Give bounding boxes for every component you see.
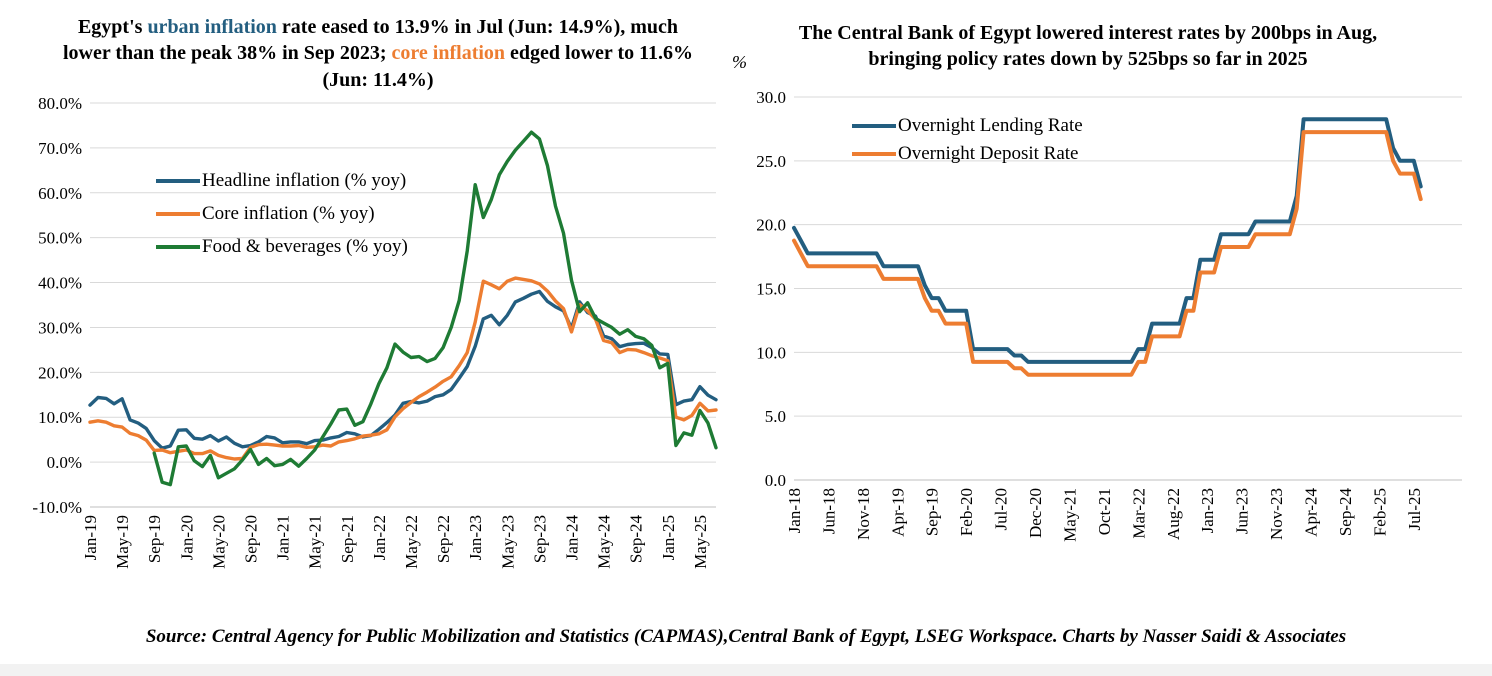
bottom-strip (0, 664, 1492, 676)
legend-label: Headline inflation (% yoy) (202, 169, 407, 191)
x-tick-label: May-24 (595, 515, 614, 569)
x-tick-label: Jan-23 (1198, 488, 1217, 533)
policy-rates-legend: Overnight Lending Rate Overnight Deposit… (852, 112, 1083, 168)
title-segment: rate eased to 13.9% in Jul (Jun: 14.9%),… (62, 16, 679, 65)
x-tick-label: Jul-25 (1405, 488, 1424, 531)
x-tick-label: Sep-19 (923, 488, 942, 536)
title-segment: The Central Bank of Egypt lowered intere… (798, 22, 1378, 71)
y-tick-label: 20.0 (756, 216, 786, 235)
series-line-overnight-lending-rate (792, 117, 1423, 364)
food-line-swatch (156, 244, 200, 249)
x-tick-label: Jan-18 (785, 488, 804, 533)
x-tick-label: Jan-23 (466, 515, 485, 560)
x-tick-label: May-21 (1060, 488, 1079, 542)
x-tick-label: May-23 (498, 515, 517, 569)
x-tick-label: Jan-25 (659, 515, 678, 560)
x-tick-label: Sep-21 (338, 515, 357, 563)
x-tick-label: Feb-25 (1370, 488, 1389, 536)
y-tick-label: 80.0% (38, 94, 82, 113)
y-tick-label: 60.0% (38, 184, 82, 203)
y-tick-label: 0.0% (47, 453, 82, 472)
x-tick-label: Sep-24 (1336, 488, 1355, 537)
x-tick-label: Apr-19 (888, 488, 907, 537)
x-tick-label: Nov-18 (854, 488, 873, 540)
legend-item-headline: Headline inflation (% yoy) (156, 164, 408, 197)
title-segment: core inflation (391, 42, 506, 65)
y-tick-label: 70.0% (38, 139, 82, 158)
x-tick-label: May-21 (306, 515, 325, 569)
y-tick-label: 0.0 (765, 471, 786, 490)
x-tick-label: Nov-23 (1267, 488, 1286, 540)
series-line-core-inflation-yoy (88, 276, 718, 461)
legend-label: Food & beverages (% yoy) (202, 235, 408, 257)
y-tick-label: -10.0% (32, 498, 82, 517)
y-tick-label: 50.0% (38, 229, 82, 248)
x-tick-label: Jun-23 (1233, 488, 1252, 534)
urban-inflation-legend: Headline inflation (% yoy) Core inflatio… (156, 164, 408, 263)
x-tick-label: Jan-20 (177, 515, 196, 560)
legend-item-food: Food & beverages (% yoy) (156, 230, 408, 263)
y-tick-label: 40.0% (38, 274, 82, 293)
x-tick-label: Sep-19 (145, 515, 164, 563)
x-tick-label: Feb-20 (957, 488, 976, 536)
x-tick-label: Mar-22 (1129, 488, 1148, 539)
legend-item-deposit: Overnight Deposit Rate (852, 140, 1083, 168)
legend-item-core: Core inflation (% yoy) (156, 197, 408, 230)
urban-inflation-chart: Egypt's urban inflation rate eased to 13… (28, 6, 720, 620)
y-tick-label: 25.0 (756, 152, 786, 171)
policy-rates-chart-title: The Central Bank of Egypt lowered intere… (778, 20, 1398, 73)
y-tick-label: 30.0 (756, 88, 786, 107)
deposit-line-swatch (852, 152, 896, 156)
x-tick-label: May-19 (113, 515, 132, 569)
x-tick-label: Dec-20 (1026, 488, 1045, 538)
x-tick-label: Apr-24 (1301, 488, 1320, 537)
x-tick-label: May-25 (691, 515, 710, 569)
x-tick-label: Sep-24 (627, 515, 646, 564)
y-axis-unit-label: % (732, 52, 747, 72)
x-tick-label: Jan-22 (370, 515, 389, 560)
y-tick-label: 10.0 (756, 343, 786, 362)
policy-rates-chart: The Central Bank of Egypt lowered intere… (722, 6, 1492, 620)
x-tick-label: Jan-21 (274, 515, 293, 560)
x-tick-label: Sep-23 (530, 515, 549, 563)
source-note: Source: Central Agency for Public Mobili… (145, 626, 1347, 647)
x-tick-label: May-20 (209, 515, 228, 569)
legend-label: Overnight Lending Rate (898, 115, 1083, 136)
core-line-swatch (156, 211, 200, 216)
headline-line-swatch (156, 178, 200, 183)
y-tick-label: 5.0 (765, 407, 786, 426)
gridlines (794, 96, 1462, 481)
y-tick-label: 10.0% (38, 408, 82, 427)
x-tick-label: Jan-24 (563, 515, 582, 561)
title-segment: Egypt's (77, 16, 148, 38)
x-tick-label: Jul-20 (992, 488, 1011, 531)
series-line-food-beverages-yoy (152, 130, 718, 487)
x-tick-label: Sep-22 (434, 515, 453, 563)
legend-label: Overnight Deposit Rate (898, 143, 1079, 164)
urban-inflation-plot: 80.0% 70.0% 60.0% 50.0% 40.0% 30.0% 20.0% 10.0%… (32, 94, 718, 569)
x-tick-label: Oct-21 (1095, 488, 1114, 535)
x-tick-label: Jan-19 (81, 515, 100, 560)
lending-line-swatch (852, 124, 896, 128)
x-tick-label: Sep-20 (242, 515, 261, 563)
title-segment: edged lower to 11.6% (Jun: 11.4%) (322, 42, 693, 91)
y-tick-label: 30.0% (38, 318, 82, 337)
legend-item-lending: Overnight Lending Rate (852, 112, 1083, 140)
y-tick-label: 20.0% (38, 363, 82, 382)
x-tick-label: Jun-18 (819, 488, 838, 534)
y-tick-label: 15.0 (756, 280, 786, 299)
x-tick-label: May-22 (402, 515, 421, 569)
urban-inflation-chart-title: Egypt's urban inflation rate eased to 13… (60, 14, 696, 93)
series-line-headline-inflation-yoy (88, 289, 718, 450)
title-segment: urban inflation (147, 16, 277, 38)
x-tick-label: Aug-22 (1164, 488, 1183, 540)
series-line-overnight-deposit-rate (792, 130, 1423, 377)
legend-label: Core inflation (% yoy) (202, 202, 375, 224)
